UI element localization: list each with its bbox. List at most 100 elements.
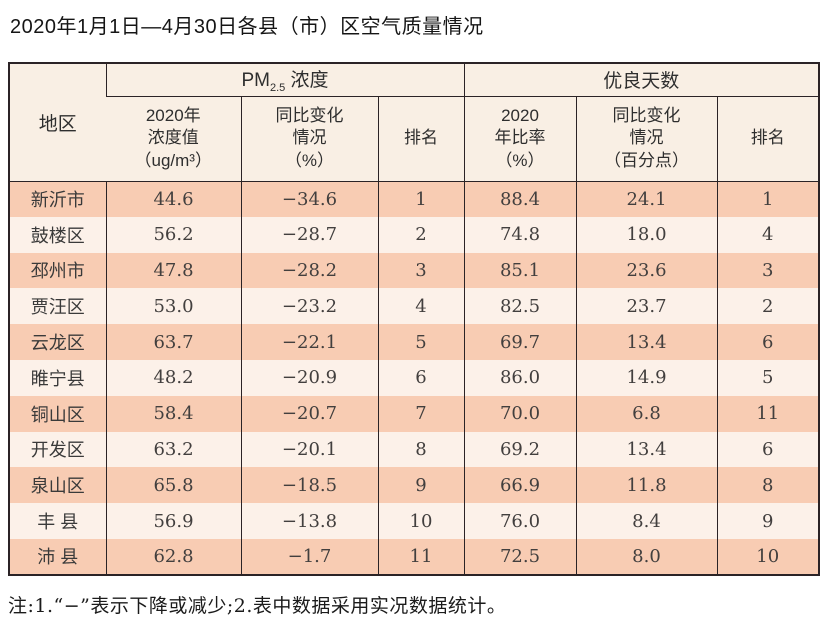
cell-pm-value: 56.2: [105, 216, 241, 253]
cell-good-change: 11.8: [575, 467, 717, 504]
cell-pm-value: 47.8: [105, 252, 241, 289]
cell-good-rate: 82.5: [463, 288, 576, 325]
cell-good-rate: 74.8: [463, 216, 576, 253]
col-header-good-change: 同比变化 情况 （百分点）: [575, 96, 717, 182]
footnote: 注:1.“−”表示下降或减少;2.表中数据采用实况数据统计。: [8, 594, 507, 617]
cell-pm-value: 48.2: [105, 359, 241, 396]
cell-region: 贾汪区: [9, 288, 106, 325]
col-header-pm-rank: 排名: [377, 96, 464, 182]
cell-region: 新沂市: [9, 181, 106, 217]
cell-good-rank: 6: [716, 431, 819, 468]
table-header-sub-row: 2020年 浓度值 （ug/m³） 同比变化 情况 （%） 排名 2020 年比…: [9, 96, 819, 182]
cell-good-rate: 70.0: [463, 395, 576, 432]
cell-good-rate: 86.0: [463, 359, 576, 396]
cell-pm-change: −28.7: [240, 216, 378, 253]
cell-good-change: 8.0: [575, 538, 717, 575]
cell-good-rank: 5: [716, 359, 819, 396]
col-header-pm-change: 同比变化 情况 （%）: [240, 96, 378, 182]
cell-good-change: 6.8: [575, 395, 717, 432]
cell-pm-value: 53.0: [105, 288, 241, 325]
page-title: 2020年1月1日—4月30日各县（市）区空气质量情况: [10, 16, 484, 38]
cell-region: 铜山区: [9, 395, 106, 432]
cell-region: 睢宁县: [9, 359, 106, 396]
cell-good-rank: 10: [716, 538, 819, 575]
cell-good-rank: 9: [716, 503, 819, 539]
table-row: 云龙区 63.7 −22.1 5 69.7 13.4 6: [9, 324, 819, 360]
table-row: 丰 县 56.9 −13.8 10 76.0 8.4 9: [9, 503, 819, 539]
cell-good-rate: 69.7: [463, 324, 576, 360]
cell-pm-value: 44.6: [105, 181, 241, 217]
cell-region: 鼓楼区: [9, 216, 106, 253]
cell-good-change: 23.6: [575, 252, 717, 289]
pm25-prefix: PM: [241, 70, 270, 92]
table-row: 泉山区 65.8 −18.5 9 66.9 11.8 8: [9, 467, 819, 504]
col-header-good-rank: 排名: [716, 96, 819, 182]
cell-pm-change: −23.2: [240, 288, 378, 325]
cell-region: 开发区: [9, 431, 106, 468]
col-header-good-rate: 2020 年比率 （%）: [463, 96, 576, 182]
cell-pm-rank: 10: [377, 503, 464, 539]
cell-pm-change: −22.1: [240, 324, 378, 360]
cell-region: 邳州市: [9, 252, 106, 289]
cell-good-change: 13.4: [575, 324, 717, 360]
col-header-pm-value: 2020年 浓度值 （ug/m³）: [106, 96, 241, 182]
cell-pm-value: 62.8: [105, 538, 241, 575]
cell-pm-rank: 7: [377, 395, 464, 432]
cell-pm-change: −1.7: [240, 538, 378, 575]
cell-pm-change: −13.8: [240, 503, 378, 539]
cell-pm-value: 65.8: [105, 467, 241, 504]
cell-pm-change: −34.6: [240, 181, 378, 217]
table-row: 铜山区 58.4 −20.7 7 70.0 6.8 11: [9, 395, 819, 432]
cell-pm-rank: 4: [377, 288, 464, 325]
cell-good-rank: 11: [716, 395, 819, 432]
cell-pm-value: 63.7: [105, 324, 241, 360]
cell-pm-value: 63.2: [105, 431, 241, 468]
cell-pm-rank: 3: [377, 252, 464, 289]
pm25-suffix: 浓度: [285, 70, 329, 92]
cell-good-change: 24.1: [575, 181, 717, 217]
table-row: 新沂市 44.6 −34.6 1 88.4 24.1 1: [9, 181, 819, 217]
cell-good-change: 8.4: [575, 503, 717, 539]
pm25-subscript: 2.5: [269, 82, 286, 95]
cell-pm-change: −18.5: [240, 467, 378, 504]
cell-good-rank: 1: [716, 181, 819, 217]
table-row: 睢宁县 48.2 −20.9 6 86.0 14.9 5: [9, 359, 819, 396]
cell-region: 丰 县: [9, 503, 106, 539]
table-row: 开发区 63.2 −20.1 8 69.2 13.4 6: [9, 431, 819, 468]
cell-pm-rank: 9: [377, 467, 464, 504]
cell-good-change: 13.4: [575, 431, 717, 468]
cell-good-change: 18.0: [575, 216, 717, 253]
cell-good-change: 23.7: [575, 288, 717, 325]
cell-pm-rank: 1: [377, 181, 464, 217]
cell-region: 泉山区: [9, 467, 106, 504]
cell-good-rank: 3: [716, 252, 819, 289]
table-header-group-row: 地区 PM2.5 浓度 优良天数: [9, 63, 819, 182]
cell-pm-rank: 6: [377, 359, 464, 396]
cell-good-rate: 72.5: [463, 538, 576, 575]
cell-pm-rank: 11: [377, 538, 464, 575]
cell-region: 沛 县: [9, 538, 106, 575]
cell-pm-value: 58.4: [105, 395, 241, 432]
cell-good-rate: 85.1: [463, 252, 576, 289]
cell-good-change: 14.9: [575, 359, 717, 396]
table-body: 新沂市 44.6 −34.6 1 88.4 24.1 1 鼓楼区 56.2 −28.7 2 74.8 1…: [9, 181, 819, 575]
cell-region: 云龙区: [9, 324, 106, 360]
table-row: 贾汪区 53.0 −23.2 4 82.5 23.7 2: [9, 288, 819, 325]
cell-pm-rank: 2: [377, 216, 464, 253]
col-header-region: 地区: [9, 63, 106, 182]
cell-good-rank: 6: [716, 324, 819, 360]
cell-good-rate: 76.0: [463, 503, 576, 539]
table-row: 邳州市 47.8 −28.2 3 85.1 23.6 3: [9, 252, 819, 289]
cell-good-rate: 66.9: [463, 467, 576, 504]
cell-pm-change: −28.2: [240, 252, 378, 289]
cell-pm-rank: 8: [377, 431, 464, 468]
col-group-good-days: 优良天数: [463, 63, 819, 97]
col-group-pm25: PM2.5 浓度: [105, 63, 464, 97]
cell-good-rank: 4: [716, 216, 819, 253]
cell-good-rank: 8: [716, 467, 819, 504]
cell-pm-change: −20.9: [240, 359, 378, 396]
cell-good-rate: 88.4: [463, 181, 576, 217]
cell-good-rate: 69.2: [463, 431, 576, 468]
cell-pm-rank: 5: [377, 324, 464, 360]
cell-good-rank: 2: [716, 288, 819, 325]
